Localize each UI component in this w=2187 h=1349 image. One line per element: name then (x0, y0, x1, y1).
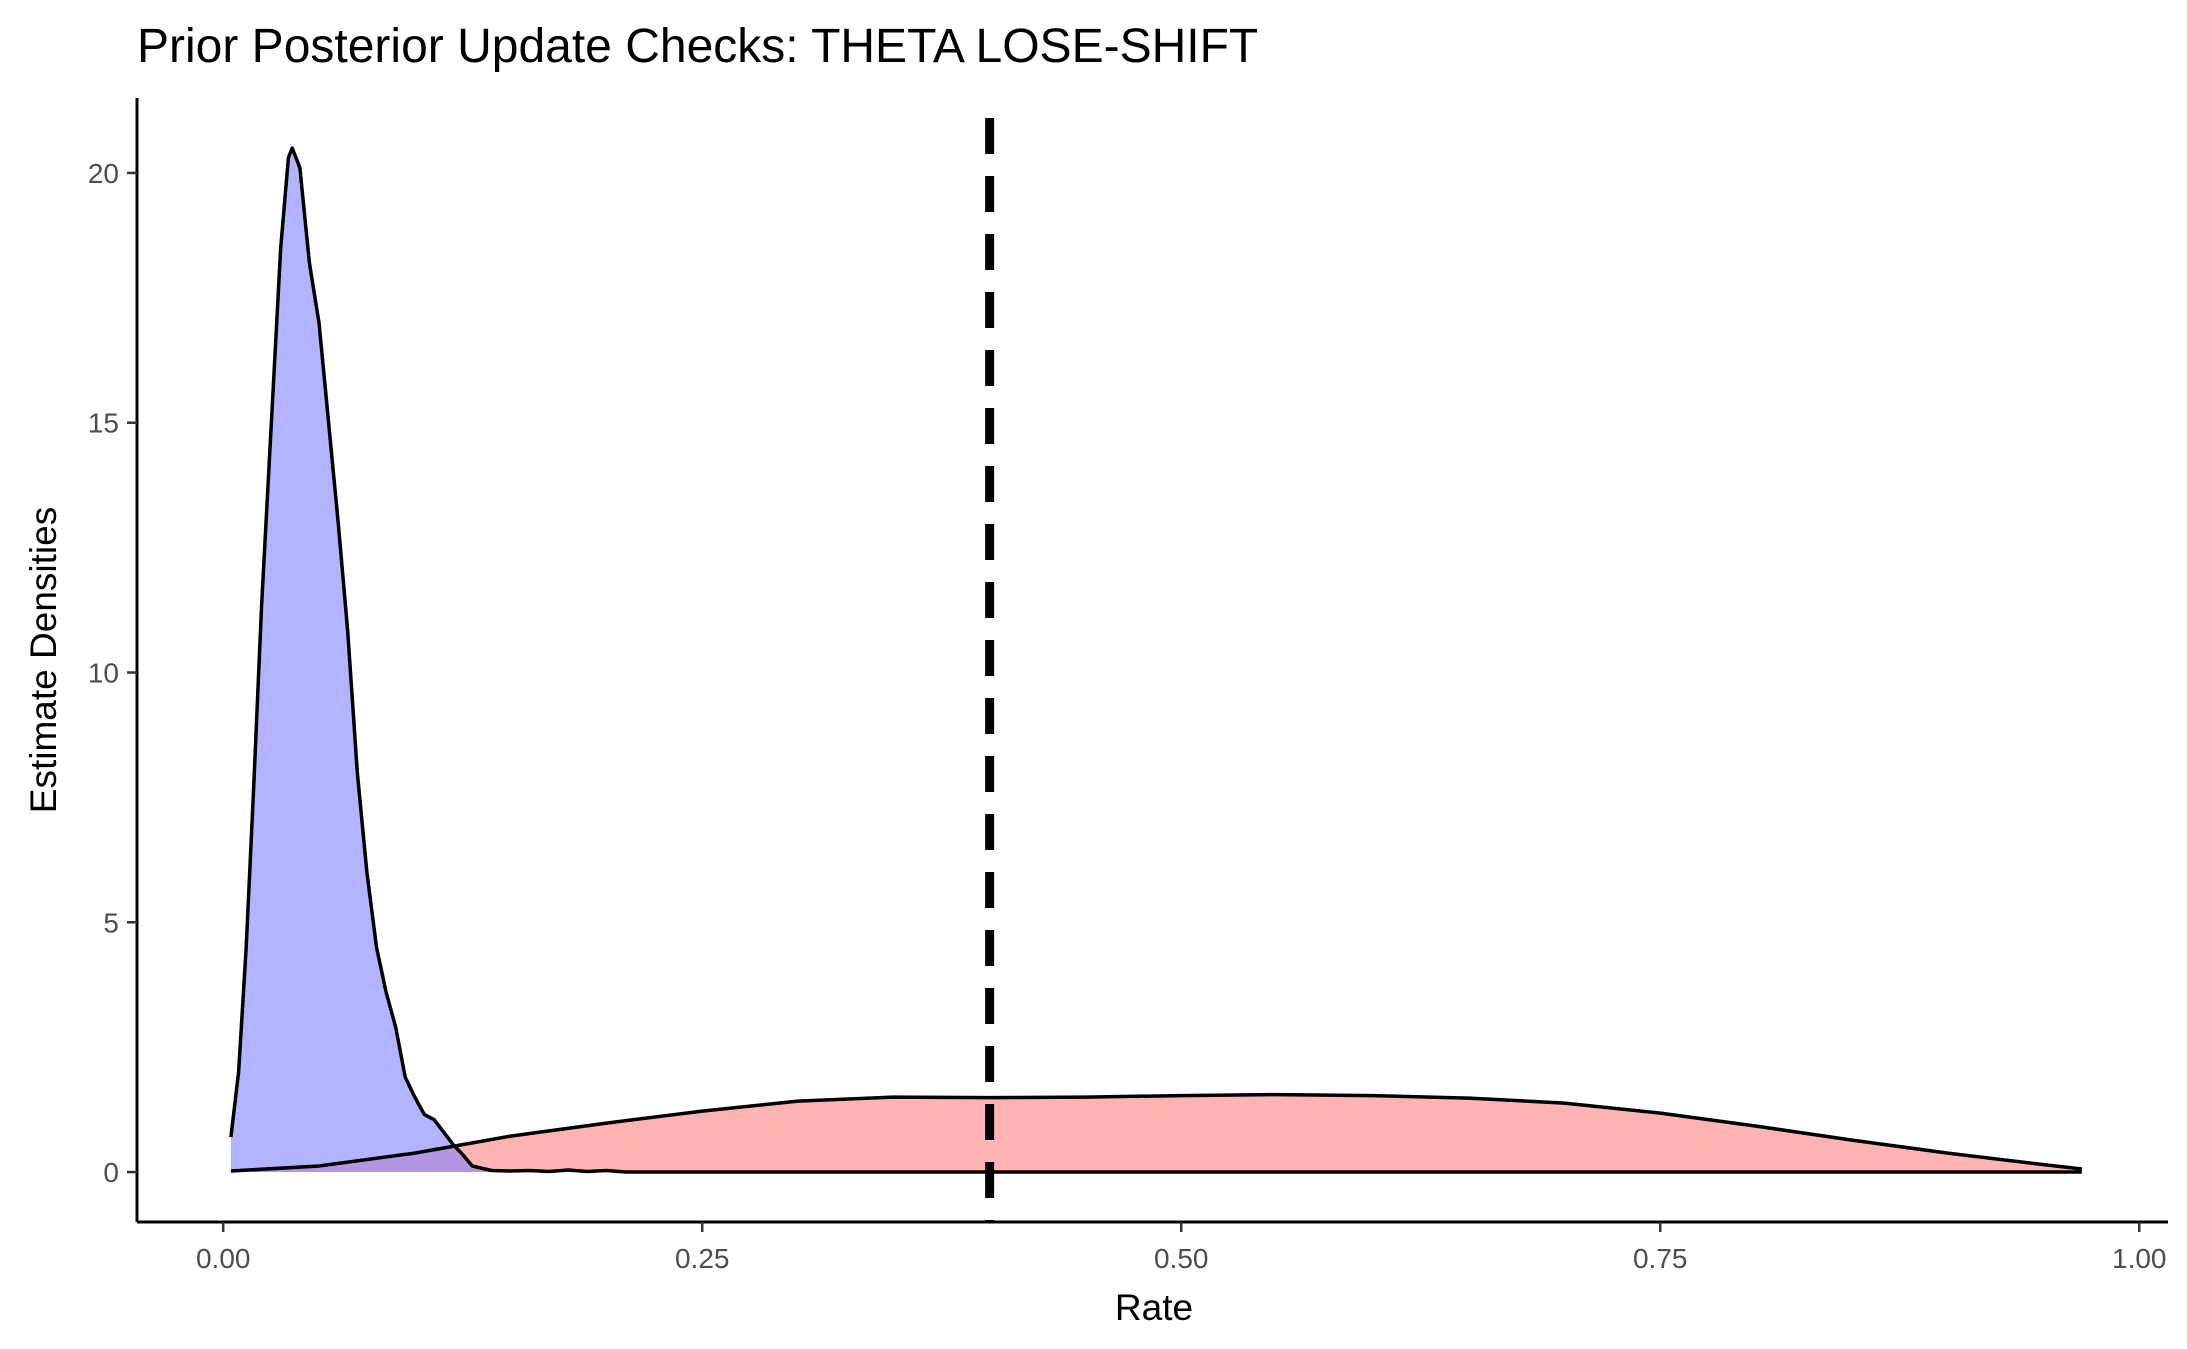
y-tick-label: 20 (88, 158, 119, 189)
x-tick-label: 0.50 (1154, 1243, 1209, 1274)
density-area-1 (230, 1094, 2082, 1172)
y-axis-ticks: 0 5 10 15 20 (88, 158, 137, 1188)
density-line-1 (230, 1092, 2082, 1173)
x-tick-label: 0.00 (196, 1243, 251, 1274)
x-axis-ticks: 0.00 0.25 0.50 0.75 1.00 (196, 1222, 2167, 1274)
series-layer (229, 146, 2082, 1174)
chart-title: Prior Posterior Update Checks: THETA LOS… (137, 20, 1258, 73)
density-area-2 (230, 148, 2082, 1172)
y-tick-label: 10 (88, 657, 119, 688)
y-tick-label: 15 (88, 408, 119, 439)
y-tick-label: 5 (103, 907, 119, 938)
y-tick-label: 0 (103, 1157, 119, 1188)
density-line-2 (229, 146, 2082, 1174)
x-tick-label: 0.25 (675, 1243, 730, 1274)
x-tick-label: 1.00 (2112, 1243, 2167, 1274)
x-tick-label: 0.75 (1633, 1243, 1688, 1274)
y-axis-title: Estimate Densities (23, 507, 64, 813)
x-axis-title: Rate (1115, 1287, 1193, 1328)
